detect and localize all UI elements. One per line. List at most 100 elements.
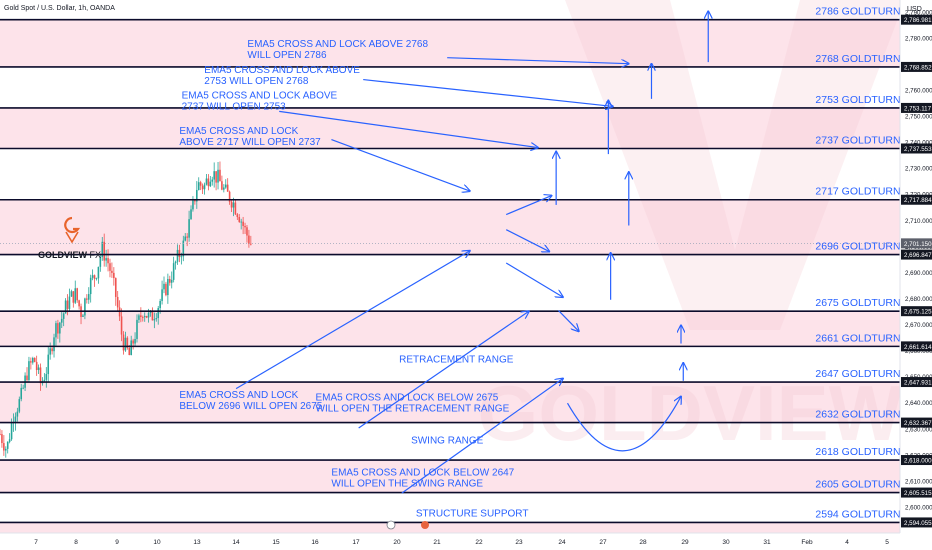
annotation-line: EMA5 CROSS AND LOCK bbox=[179, 390, 298, 401]
candle-body bbox=[184, 236, 187, 241]
candle-layer bbox=[0, 161, 252, 458]
candle-body bbox=[205, 178, 208, 185]
price-tag[interactable] bbox=[901, 194, 932, 205]
annotation-line: EMA5 CROSS AND LOCK ABOVE 2768 bbox=[247, 39, 428, 50]
price-tag-label: 2,618.000 bbox=[904, 458, 932, 465]
price-tag[interactable] bbox=[901, 306, 932, 317]
goldturn-level-label: 2753 GOLDTURN bbox=[815, 94, 900, 106]
candle-body bbox=[103, 241, 105, 261]
price-tag[interactable] bbox=[901, 377, 932, 388]
current-price-label: 2,701.150 bbox=[904, 241, 932, 248]
zone-label: RETRACEMENT RANGE bbox=[399, 354, 514, 365]
band-layer bbox=[0, 4, 900, 533]
price-tag[interactable] bbox=[901, 487, 932, 498]
price-tag-label: 2,753.117 bbox=[904, 105, 932, 112]
candle-body bbox=[178, 249, 181, 257]
price-tag[interactable] bbox=[901, 249, 932, 260]
annotation-line: WILL OPEN 2786 bbox=[247, 50, 327, 61]
annotation-line: BELOW 2696 WILL OPEN 2675 bbox=[179, 401, 322, 412]
scenario-arrow[interactable] bbox=[557, 310, 578, 331]
price-tag[interactable] bbox=[901, 341, 932, 352]
candle-body bbox=[236, 214, 239, 218]
logo-drop-icon bbox=[65, 231, 79, 244]
candle-body bbox=[141, 317, 144, 318]
currency-label[interactable]: USD bbox=[907, 6, 922, 13]
swing-range-curve[interactable] bbox=[566, 396, 682, 452]
scenario-arrow[interactable] bbox=[505, 196, 551, 216]
candle-body bbox=[0, 433, 1, 435]
candle-body bbox=[155, 318, 158, 320]
annotation-text: EMA5 CROSS AND LOCK ABOVE 2737 WILL OPEN … bbox=[182, 91, 338, 113]
time-tick-label: 14 bbox=[232, 539, 240, 546]
price-tag[interactable] bbox=[901, 455, 932, 466]
goldturn-level-label: 2632 GOLDTURN bbox=[815, 409, 900, 421]
candle-body bbox=[228, 191, 231, 202]
candle-body bbox=[120, 316, 123, 335]
candle-body bbox=[89, 277, 92, 295]
candle-body bbox=[248, 235, 250, 244]
candle-body bbox=[153, 319, 156, 321]
candle-body bbox=[170, 279, 173, 283]
scenario-arrow[interactable] bbox=[331, 138, 469, 192]
price-tag[interactable] bbox=[901, 417, 932, 428]
scenario-arrow[interactable] bbox=[235, 251, 470, 390]
time-tick-label: 23 bbox=[515, 539, 523, 546]
price-tag-label: 2,675.125 bbox=[904, 309, 932, 316]
us-flag-icon[interactable] bbox=[421, 521, 429, 529]
scenario-arrow[interactable] bbox=[401, 378, 563, 494]
candle-body bbox=[180, 256, 183, 258]
annotation-line: EMA5 CROSS AND LOCK BELOW 2647 bbox=[331, 467, 514, 478]
watermark-text: GOLDVIEW bbox=[478, 369, 903, 457]
zone-band bbox=[0, 19, 900, 67]
candle-body bbox=[1, 434, 3, 444]
price-tag[interactable] bbox=[901, 14, 932, 25]
candle-body bbox=[16, 411, 19, 417]
price-tick-label: 2,760.000 bbox=[905, 87, 932, 94]
candle-body bbox=[126, 337, 129, 348]
scenario-arrow[interactable] bbox=[363, 78, 613, 107]
event-icon[interactable] bbox=[386, 520, 396, 530]
candle-body bbox=[176, 249, 179, 262]
candle-body bbox=[105, 258, 107, 261]
candle-body bbox=[95, 278, 98, 280]
price-tag[interactable] bbox=[901, 61, 932, 72]
price-tag-label: 2,717.884 bbox=[904, 197, 932, 204]
candle-body bbox=[33, 358, 36, 362]
candle-body bbox=[87, 294, 90, 300]
candle-body bbox=[145, 316, 148, 318]
candle-body bbox=[97, 266, 100, 279]
current-price-tag[interactable] bbox=[901, 238, 932, 249]
annotation-text: EMA5 CROSS AND LOCK ABOVE 2768 WILL OPEN … bbox=[247, 39, 428, 61]
scenario-arrow[interactable] bbox=[279, 110, 538, 147]
scenario-arrow[interactable] bbox=[447, 57, 629, 64]
candle-body bbox=[157, 308, 160, 319]
candle-body bbox=[4, 448, 7, 451]
candle-body bbox=[138, 315, 140, 320]
goldturn-level-label: 2618 GOLDTURN bbox=[815, 446, 900, 458]
candle-body bbox=[113, 272, 115, 279]
candle-body bbox=[136, 319, 138, 339]
price-tag[interactable] bbox=[901, 517, 932, 528]
zone-label: SWING RANGE bbox=[411, 436, 484, 447]
scenario-arrow[interactable] bbox=[505, 262, 563, 297]
candle-body bbox=[211, 179, 214, 182]
candle-body bbox=[151, 310, 154, 321]
time-tick-label: 20 bbox=[393, 539, 401, 546]
zone-band bbox=[0, 148, 900, 200]
candle-body bbox=[130, 340, 133, 356]
scenario-arrow[interactable] bbox=[358, 311, 529, 429]
price-tag-label: 2,594.055 bbox=[904, 520, 932, 527]
candle-body bbox=[134, 338, 136, 344]
candle-body bbox=[60, 318, 63, 323]
candle-body bbox=[128, 347, 131, 356]
candle-body bbox=[188, 219, 190, 238]
price-tag[interactable] bbox=[901, 102, 932, 113]
candle-body bbox=[26, 375, 28, 381]
logo-fx: FX bbox=[87, 250, 101, 260]
price-tag[interactable] bbox=[901, 143, 932, 154]
goldturn-level-label: 2786 GOLDTURN bbox=[815, 6, 900, 18]
scenario-arrow[interactable] bbox=[505, 229, 549, 252]
annotation-line: ABOVE 2717 WILL OPEN 2737 bbox=[179, 137, 321, 148]
